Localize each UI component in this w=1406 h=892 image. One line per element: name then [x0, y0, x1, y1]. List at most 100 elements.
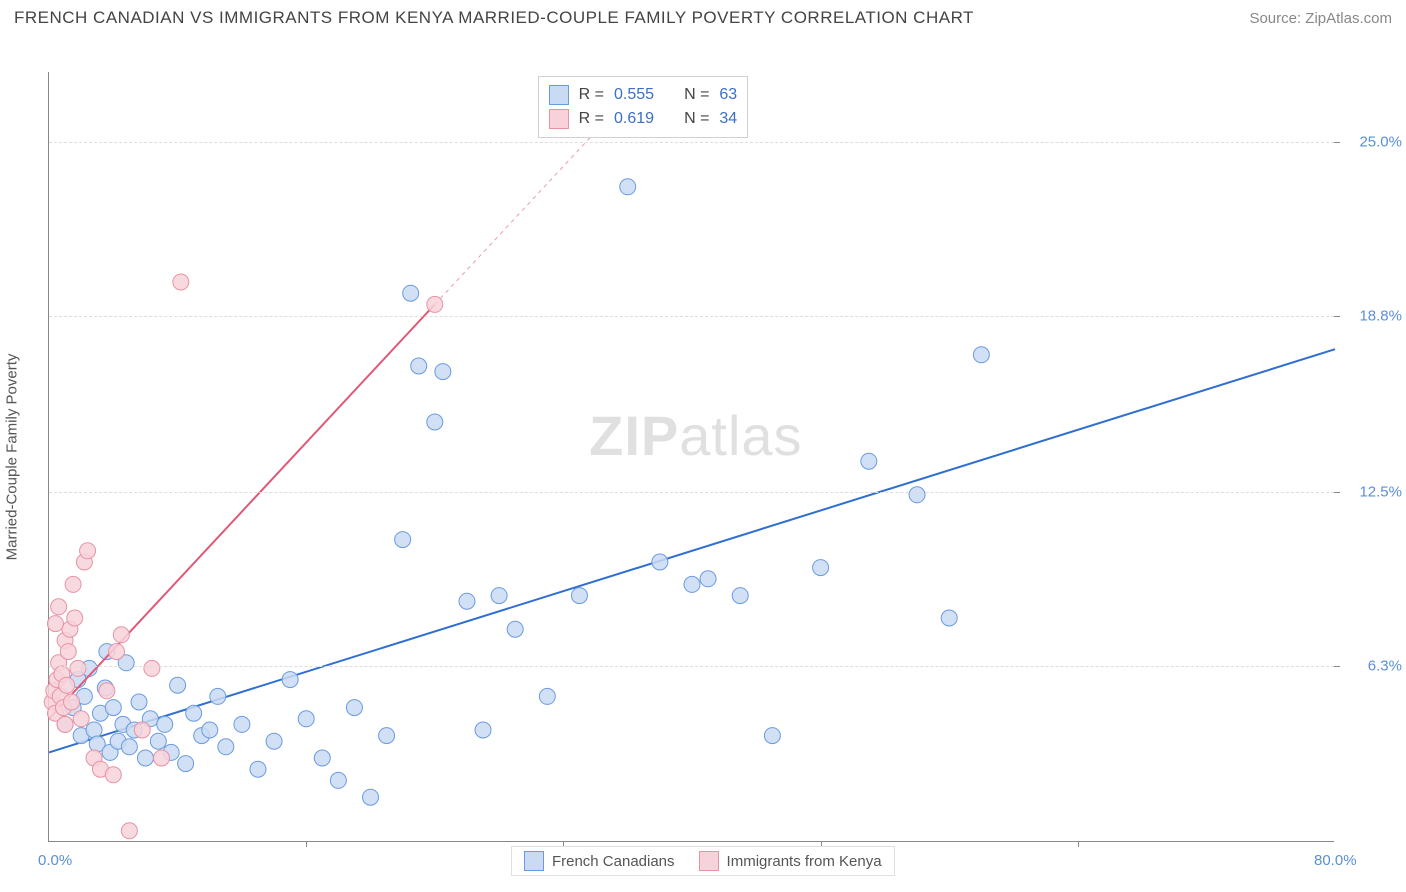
legend-correlation-row: R = 0.619 N = 34: [549, 107, 738, 131]
r-value: 0.619: [614, 110, 654, 128]
data-point: [60, 644, 76, 660]
legend-swatch: [699, 851, 719, 871]
data-point: [99, 683, 115, 699]
data-point: [475, 722, 491, 738]
n-value: 34: [719, 110, 737, 128]
y-tick-mark: [1334, 666, 1340, 667]
data-point: [57, 716, 73, 732]
data-point: [178, 756, 194, 772]
legend-series-item: Immigrants from Kenya: [699, 851, 882, 871]
data-point: [379, 728, 395, 744]
data-point: [64, 694, 80, 710]
trend-line: [49, 349, 1335, 752]
y-tick-mark: [1334, 316, 1340, 317]
data-point: [732, 588, 748, 604]
source-label: Source: ZipAtlas.com: [1249, 10, 1392, 27]
grid-line: [49, 492, 1334, 493]
data-point: [298, 711, 314, 727]
data-point: [137, 750, 153, 766]
data-point: [395, 532, 411, 548]
data-point: [173, 274, 189, 290]
data-point: [121, 823, 137, 839]
data-point: [67, 610, 83, 626]
data-point: [170, 677, 186, 693]
data-point: [764, 728, 780, 744]
data-point: [250, 761, 266, 777]
data-point: [491, 588, 507, 604]
data-point: [131, 694, 147, 710]
legend-correlation: R =0.555N =63R =0.619N =34: [538, 76, 749, 138]
data-point: [65, 576, 81, 592]
plot-area: ZIPatlas R =0.555N =63R =0.619N =34 6.3%…: [48, 72, 1334, 842]
y-tick-label: 12.5%: [1359, 484, 1402, 501]
y-tick-label: 18.8%: [1359, 307, 1402, 324]
grid-line: [49, 666, 1334, 667]
data-point: [59, 677, 75, 693]
data-point: [861, 453, 877, 469]
data-point: [507, 621, 523, 637]
data-point: [427, 296, 443, 312]
x-tick-mark: [306, 841, 307, 847]
data-point: [218, 739, 234, 755]
data-point: [234, 716, 250, 732]
data-point: [144, 660, 160, 676]
data-point: [134, 722, 150, 738]
chart-container: Married-Couple Family Poverty ZIPatlas R…: [0, 32, 1406, 882]
r-label: R =: [579, 110, 604, 128]
data-point: [571, 588, 587, 604]
data-point: [973, 347, 989, 363]
legend-series-label: Immigrants from Kenya: [727, 853, 882, 870]
data-point: [86, 722, 102, 738]
data-point: [51, 599, 67, 615]
data-point: [363, 789, 379, 805]
r-label: R =: [579, 86, 604, 104]
x-tick-label: 80.0%: [1314, 852, 1357, 869]
trend-line: [49, 304, 435, 718]
n-label: N =: [684, 110, 709, 128]
data-point: [700, 571, 716, 587]
legend-series-item: French Canadians: [524, 851, 675, 871]
plot-svg: [49, 72, 1335, 842]
data-point: [109, 644, 125, 660]
data-point: [105, 767, 121, 783]
data-point: [282, 672, 298, 688]
data-point: [909, 487, 925, 503]
y-axis-title: Married-Couple Family Poverty: [4, 354, 21, 561]
data-point: [70, 660, 86, 676]
data-point: [941, 610, 957, 626]
legend-swatch: [524, 851, 544, 871]
data-point: [121, 739, 137, 755]
y-tick-mark: [1334, 492, 1340, 493]
data-point: [105, 700, 121, 716]
grid-line: [49, 316, 1334, 317]
data-point: [403, 285, 419, 301]
data-point: [266, 733, 282, 749]
data-point: [435, 364, 451, 380]
x-tick-mark: [1078, 841, 1079, 847]
legend-swatch: [549, 109, 569, 129]
data-point: [150, 733, 166, 749]
data-point: [330, 772, 346, 788]
data-point: [73, 711, 89, 727]
data-point: [202, 722, 218, 738]
data-point: [113, 627, 129, 643]
r-value: 0.555: [614, 86, 654, 104]
y-tick-label: 6.3%: [1368, 657, 1402, 674]
legend-series: French Canadians Immigrants from Kenya: [511, 846, 895, 876]
data-point: [186, 705, 202, 721]
legend-correlation-row: R =0.555N =63: [549, 83, 738, 107]
data-point: [47, 616, 63, 632]
n-label: N =: [684, 86, 709, 104]
y-tick-label: 25.0%: [1359, 134, 1402, 151]
data-point: [813, 560, 829, 576]
data-point: [539, 688, 555, 704]
data-point: [157, 716, 173, 732]
data-point: [652, 554, 668, 570]
legend-swatch: [549, 85, 569, 105]
grid-line: [49, 142, 1334, 143]
data-point: [427, 414, 443, 430]
data-point: [154, 750, 170, 766]
data-point: [459, 593, 475, 609]
data-point: [346, 700, 362, 716]
data-point: [80, 543, 96, 559]
